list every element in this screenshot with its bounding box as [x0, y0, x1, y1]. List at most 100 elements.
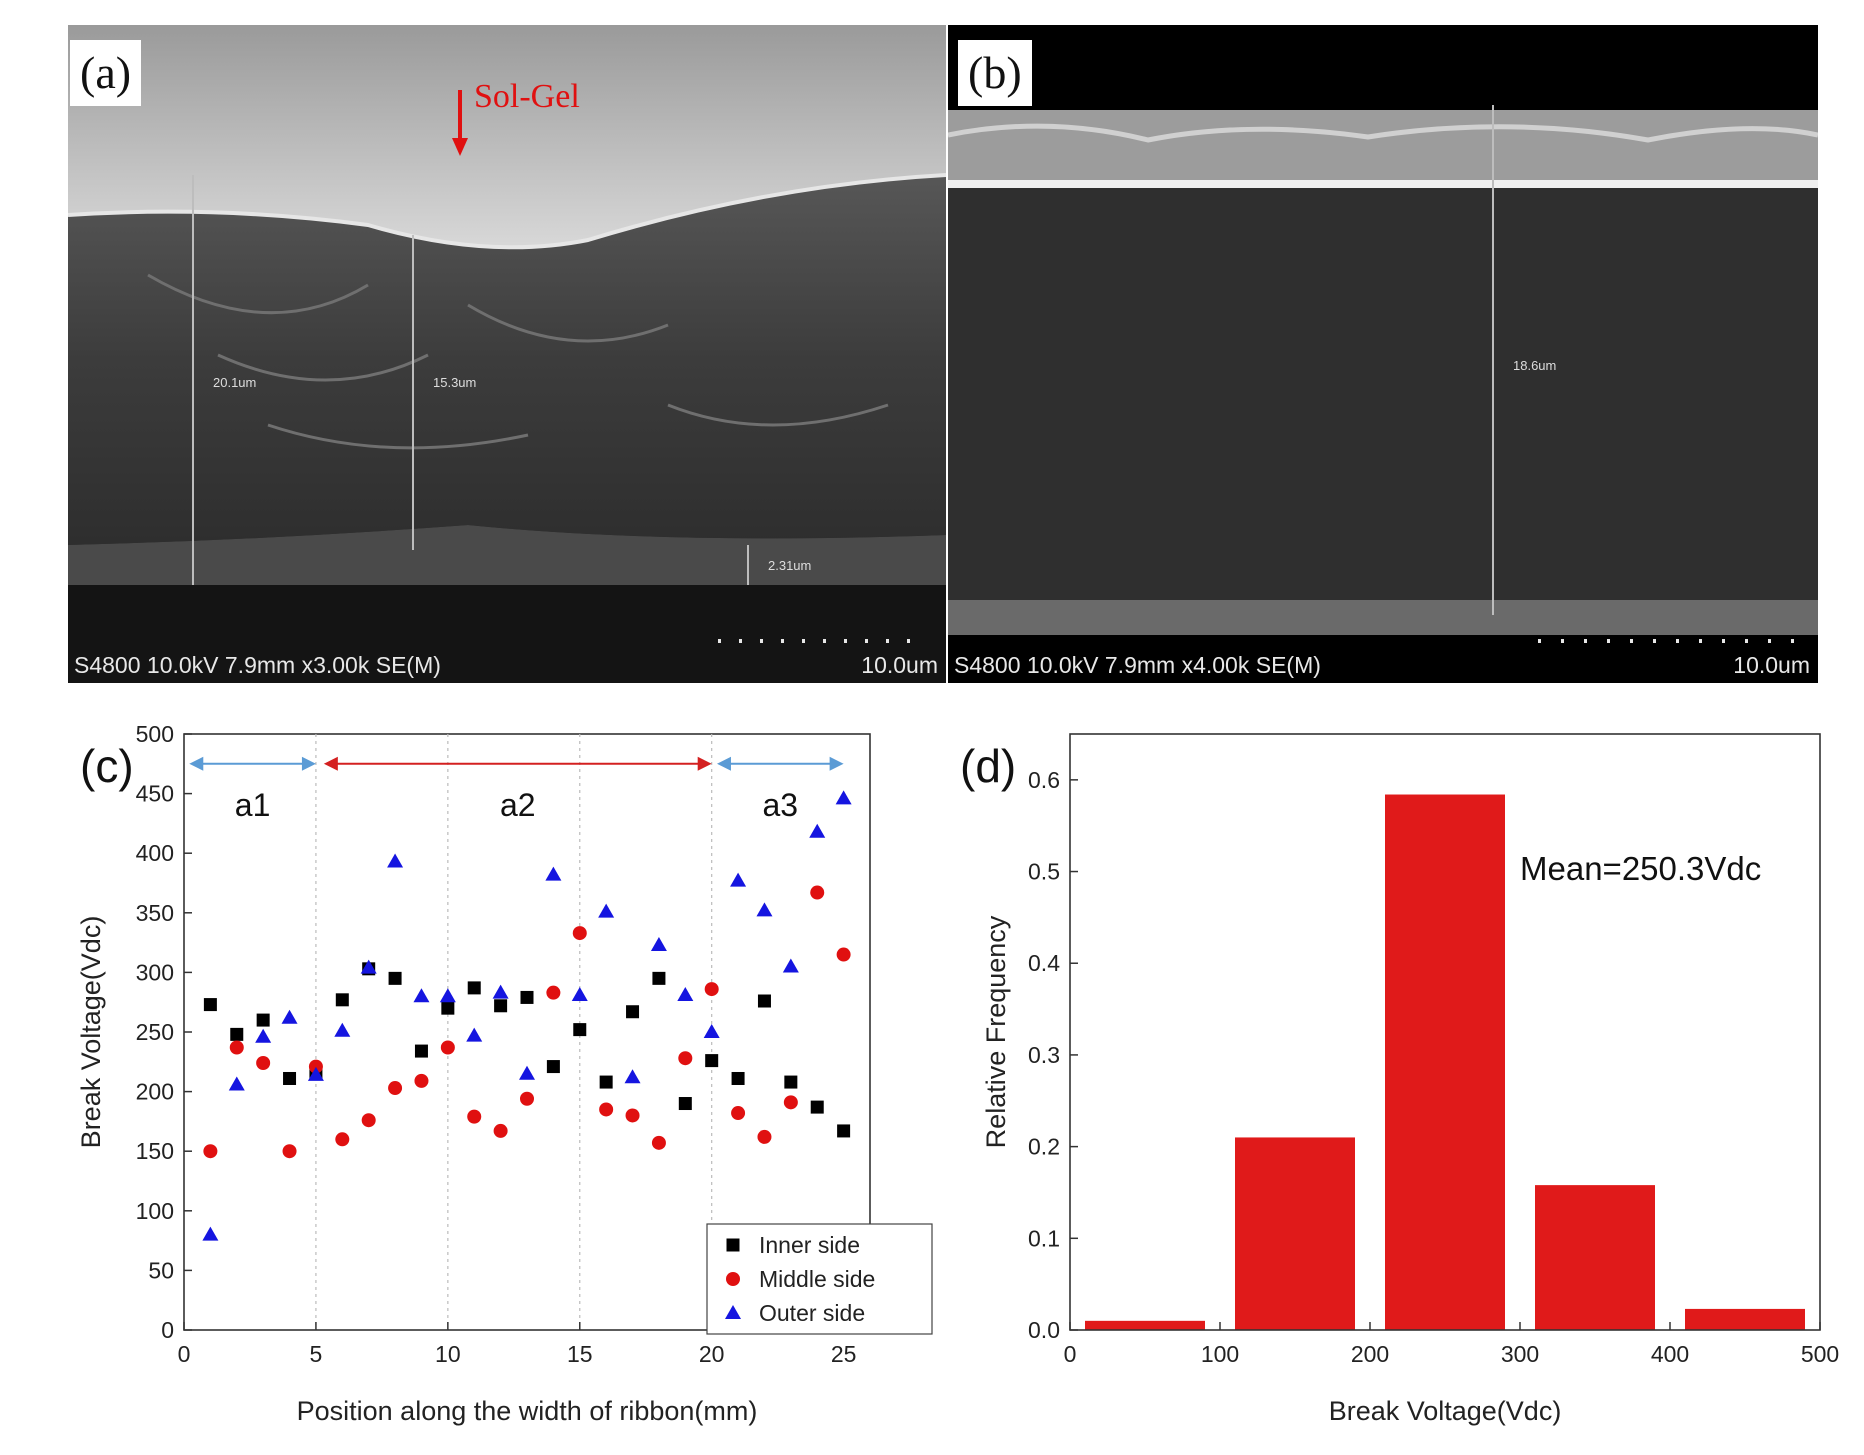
y-tick-label: 450	[136, 781, 174, 807]
data-point-middle-side	[757, 1129, 772, 1144]
data-point-inner-side	[256, 1013, 270, 1027]
data-point-inner-side	[520, 990, 534, 1004]
sol-gel-annotation: Sol-Gel	[452, 70, 652, 160]
y-tick-label: 200	[136, 1079, 174, 1105]
region-label-a3: a3	[762, 787, 798, 823]
arrow-left-icon	[716, 756, 731, 771]
arrow-right-icon	[301, 756, 316, 771]
legend-marker-middle-side	[726, 1272, 740, 1286]
sem-image-a: 20.1um 15.3um 2.31um S4800 10.0kV 7.9mm …	[68, 25, 946, 683]
data-point-outer-side	[756, 902, 773, 917]
sol-gel-label: Sol-Gel	[474, 78, 580, 115]
arrow-right-icon	[697, 756, 712, 771]
y-tick-label: 0.6	[1028, 767, 1060, 793]
data-point-outer-side	[255, 1028, 272, 1043]
data-point-outer-side	[835, 790, 852, 805]
data-point-middle-side	[678, 1051, 693, 1066]
sem-info-b: S4800 10.0kV 7.9mm x4.00k SE(M)	[954, 652, 1321, 678]
sem-scale-b: 10.0um	[1733, 652, 1810, 678]
scatter-chart-c: 0 50 100 150 200 250 300 350 400 450 500 0 5 10 15 20 25…	[76, 721, 933, 1426]
data-point-middle-side	[783, 1095, 798, 1110]
data-point-middle-side	[704, 982, 719, 997]
y-axis-label: Relative Frequency	[981, 915, 1011, 1148]
data-point-outer-side	[439, 988, 456, 1003]
histogram-bar-1	[1085, 1320, 1205, 1330]
data-point-inner-side	[705, 1054, 719, 1068]
data-point-middle-side	[440, 1040, 455, 1055]
y-tick-label: 350	[136, 900, 174, 926]
data-point-inner-side	[335, 993, 349, 1007]
histogram-bar-4	[1535, 1185, 1655, 1330]
legend-marker-outer-side	[725, 1305, 741, 1319]
data-point-inner-side	[230, 1027, 244, 1041]
data-point-outer-side	[281, 1009, 298, 1024]
data-point-inner-side	[414, 1044, 428, 1058]
y-axis-label: Break Voltage(Vdc)	[76, 916, 106, 1149]
data-point-inner-side	[494, 999, 508, 1013]
data-point-inner-side	[203, 998, 217, 1012]
data-point-inner-side	[837, 1124, 851, 1138]
data-point-middle-side	[493, 1123, 508, 1138]
arrow-right-icon	[829, 756, 844, 771]
data-point-outer-side	[809, 823, 826, 838]
data-point-middle-side	[546, 985, 561, 1000]
data-point-outer-side	[545, 866, 562, 881]
y-tick-label: 100	[136, 1198, 174, 1224]
data-point-outer-side	[519, 1065, 535, 1080]
sem-image-b: 18.6um S4800 10.0kV 7.9mm x4.00k SE(M) 1…	[948, 25, 1818, 683]
data-point-inner-side	[599, 1075, 613, 1089]
y-tick-label: 400	[136, 840, 174, 866]
data-point-inner-side	[388, 971, 402, 985]
data-point-middle-side	[229, 1040, 244, 1055]
data-point-outer-side	[624, 1069, 641, 1084]
data-point-inner-side	[626, 1005, 640, 1019]
data-point-inner-side	[810, 1100, 824, 1114]
data-point-outer-side	[307, 1066, 324, 1081]
y-tick-label: 0.5	[1028, 859, 1060, 885]
histogram-bar-5	[1685, 1308, 1805, 1330]
data-point-middle-side	[335, 1132, 350, 1147]
data-point-middle-side	[810, 885, 825, 900]
data-point-outer-side	[571, 987, 588, 1002]
x-tick-label: 200	[1351, 1341, 1389, 1367]
x-tick-label: 15	[567, 1341, 593, 1367]
x-tick-label: 0	[1064, 1341, 1077, 1367]
data-point-outer-side	[730, 872, 747, 887]
legend-box	[706, 1223, 933, 1335]
histogram-chart-d: 0.0 0.1 0.2 0.3 0.4 0.5 0.6 0 100 200 300 400 500 Bre…	[960, 733, 1839, 1426]
data-point-outer-side	[650, 936, 667, 951]
data-point-middle-side	[572, 926, 587, 941]
legend-label: Inner side	[759, 1232, 860, 1258]
y-tick-label: 50	[148, 1257, 174, 1283]
x-tick-label: 25	[831, 1341, 857, 1367]
y-tick-label: 0.4	[1028, 950, 1060, 976]
legend-label: Outer side	[759, 1300, 865, 1326]
y-tick-label: 250	[136, 1019, 174, 1045]
y-tick-label: 0.0	[1028, 1317, 1060, 1343]
down-arrow-icon	[452, 138, 468, 156]
data-point-outer-side	[492, 984, 509, 999]
panel-label-b: (b)	[958, 40, 1032, 106]
x-tick-label: 400	[1651, 1341, 1689, 1367]
y-tick-label: 500	[136, 721, 174, 747]
histogram-bar-3	[1385, 794, 1505, 1330]
mean-annotation: Mean=250.3Vdc	[1520, 850, 1761, 887]
panel-label-a: (a)	[70, 40, 142, 106]
region-label-a2: a2	[500, 787, 536, 823]
data-point-inner-side	[283, 1071, 297, 1085]
y-tick-label: 0.2	[1028, 1134, 1060, 1160]
data-point-middle-side	[520, 1091, 534, 1106]
data-point-middle-side	[256, 1055, 271, 1070]
data-point-middle-side	[361, 1113, 376, 1128]
data-point-middle-side	[203, 1144, 218, 1159]
data-point-inner-side	[757, 994, 771, 1008]
x-axis-label: Break Voltage(Vdc)	[1329, 1396, 1562, 1426]
data-point-outer-side	[782, 958, 799, 973]
y-tick-label: 0.1	[1028, 1225, 1060, 1251]
measure-label-a2: 15.3um	[433, 375, 476, 390]
data-point-outer-side	[598, 903, 615, 918]
data-point-middle-side	[651, 1135, 666, 1150]
x-tick-label: 500	[1801, 1341, 1839, 1367]
data-point-inner-side	[441, 1001, 455, 1015]
y-tick-label: 150	[136, 1138, 174, 1164]
